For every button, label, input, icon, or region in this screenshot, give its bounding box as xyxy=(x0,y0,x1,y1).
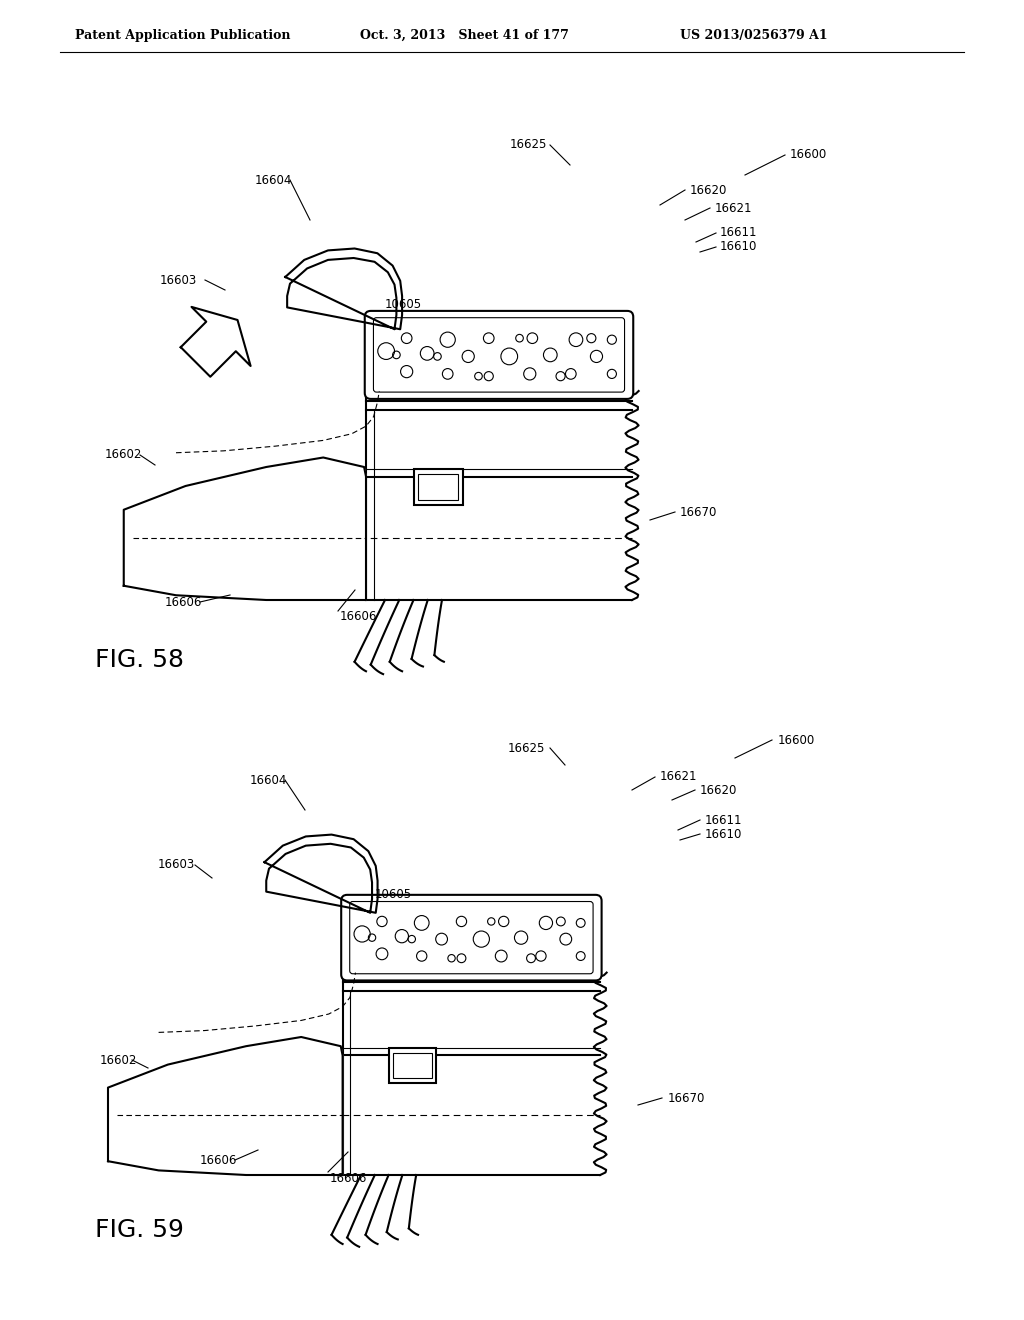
FancyBboxPatch shape xyxy=(374,318,625,392)
FancyBboxPatch shape xyxy=(365,312,633,399)
Polygon shape xyxy=(124,458,366,601)
Bar xyxy=(388,1048,436,1082)
Text: 16600: 16600 xyxy=(790,149,827,161)
Text: 16606: 16606 xyxy=(340,610,378,623)
Bar xyxy=(418,474,458,500)
Text: 16611: 16611 xyxy=(705,813,742,826)
Text: 16625: 16625 xyxy=(508,742,546,755)
Text: FIG. 59: FIG. 59 xyxy=(95,1218,184,1242)
Text: 16606: 16606 xyxy=(330,1172,368,1184)
Text: 16600: 16600 xyxy=(778,734,815,747)
FancyBboxPatch shape xyxy=(341,895,601,981)
Text: 16620: 16620 xyxy=(700,784,737,796)
Text: 16602: 16602 xyxy=(100,1053,137,1067)
Text: 16625: 16625 xyxy=(510,139,548,152)
Text: 16610: 16610 xyxy=(705,828,742,841)
Text: Patent Application Publication: Patent Application Publication xyxy=(75,29,291,41)
Polygon shape xyxy=(108,1038,343,1175)
Text: Oct. 3, 2013   Sheet 41 of 177: Oct. 3, 2013 Sheet 41 of 177 xyxy=(360,29,569,41)
Text: US 2013/0256379 A1: US 2013/0256379 A1 xyxy=(680,29,827,41)
Polygon shape xyxy=(264,834,378,913)
Text: 16604: 16604 xyxy=(255,173,293,186)
Text: 16621: 16621 xyxy=(715,202,753,214)
Text: 10605: 10605 xyxy=(375,888,412,902)
Text: 16603: 16603 xyxy=(160,273,198,286)
Text: 16606: 16606 xyxy=(200,1154,238,1167)
Text: FIG. 58: FIG. 58 xyxy=(95,648,184,672)
Text: 16603: 16603 xyxy=(158,858,196,871)
Text: 16602: 16602 xyxy=(105,449,142,462)
Text: 16610: 16610 xyxy=(720,240,758,253)
Bar xyxy=(414,469,463,506)
Polygon shape xyxy=(181,306,251,376)
Text: 16670: 16670 xyxy=(680,506,718,519)
Text: 16611: 16611 xyxy=(720,227,758,239)
FancyBboxPatch shape xyxy=(350,902,593,974)
Text: 16620: 16620 xyxy=(690,183,727,197)
Bar xyxy=(393,1052,432,1078)
Text: 16606: 16606 xyxy=(165,595,203,609)
Polygon shape xyxy=(286,248,402,329)
Text: 16670: 16670 xyxy=(668,1092,706,1105)
Text: 10605: 10605 xyxy=(385,298,422,312)
Text: 16604: 16604 xyxy=(250,774,288,787)
Text: 16621: 16621 xyxy=(660,771,697,784)
